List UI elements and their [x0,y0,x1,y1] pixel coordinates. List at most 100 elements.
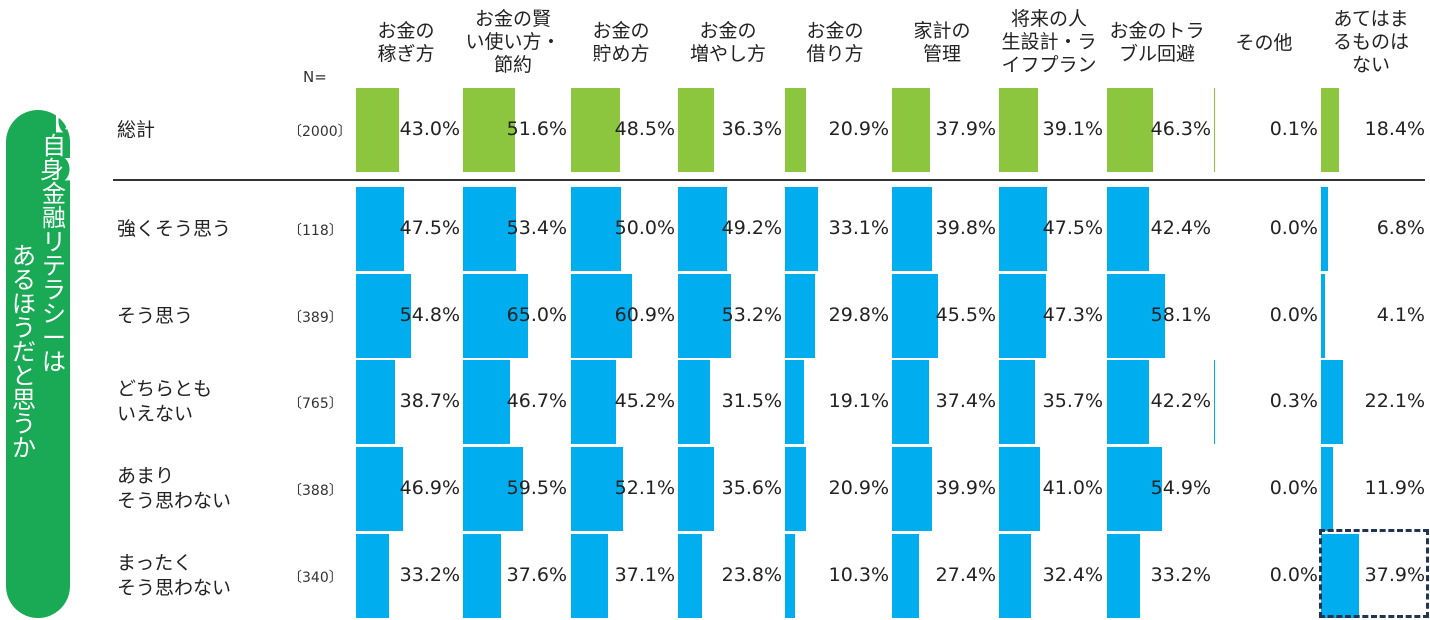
bar [356,534,390,618]
n-header: N= [303,68,327,86]
column-header: お金の 借り方 [806,20,864,65]
value-label: 20.9% [828,477,889,499]
value-label: 42.2% [1150,390,1211,412]
total-separator-line [113,179,1425,181]
value-label: 0.0% [1269,217,1318,239]
value-label: 31.5% [721,390,782,412]
value-label: 37.9% [935,118,996,140]
value-label: 53.2% [721,304,782,326]
value-label: 39.9% [935,477,996,499]
value-label: 11.9% [1364,477,1425,499]
row-n: 〔388〕 [288,483,343,499]
bar [999,360,1035,444]
column-header: お金の 増やし方 [689,20,766,65]
bar [1321,360,1344,444]
bar [678,274,732,358]
bar [356,88,399,172]
value-label: 32.4% [1042,564,1103,586]
bar [999,88,1039,172]
value-label: 23.8% [721,564,782,586]
bar [785,360,805,444]
bar [1321,534,1359,618]
bar [571,88,620,172]
bar [892,360,930,444]
bar [1321,274,1326,358]
row-label: そう思う [117,305,194,327]
bar [785,88,806,172]
value-label: 60.9% [614,304,675,326]
bar [785,447,806,531]
row-label: あまり そう思わない [117,465,232,512]
bar [1107,360,1150,444]
value-label: 51.6% [506,118,567,140]
value-label: 6.8% [1376,217,1425,239]
bar [1321,447,1333,531]
column-header: 将来の人 生設計・ラ イフプラン [1001,8,1097,76]
bar [463,187,517,271]
side-category-label: 【親自身】金融リテラシーは あるほうだと思うか [6,108,88,618]
bar [571,274,632,358]
value-label: 43.0% [399,118,460,140]
value-label: 18.4% [1364,118,1425,140]
value-label: 33.2% [1150,564,1211,586]
bar [1107,447,1162,531]
value-label: 20.9% [828,118,889,140]
value-label: 53.4% [506,217,567,239]
value-label: 0.0% [1269,477,1318,499]
value-label: 33.1% [828,217,889,239]
column-header: お金のトラ ブル回避 [1109,20,1205,65]
bar [1107,187,1150,271]
bar [678,88,715,172]
bar [678,534,702,618]
row-label: 総計 [117,119,156,141]
value-label: 0.0% [1269,564,1318,586]
value-label: 45.2% [614,390,675,412]
bar [678,447,714,531]
bar [999,274,1047,358]
bar [1107,88,1154,172]
value-label: 0.3% [1269,390,1318,412]
bar [999,447,1040,531]
bar [1107,274,1166,358]
bar [463,274,528,358]
bar [356,187,404,271]
bar [892,187,932,271]
value-label: 10.3% [828,564,889,586]
value-label: 41.0% [1042,477,1103,499]
row-n: 〔389〕 [288,310,343,326]
bar [571,360,617,444]
value-label: 29.8% [828,304,889,326]
bar [463,88,515,172]
column-header: あてはま るものは ない [1332,8,1409,76]
bar [678,187,728,271]
value-label: 39.8% [935,217,996,239]
value-label: 47.5% [1042,217,1103,239]
value-label: 59.5% [506,477,567,499]
row-label: まったく そう思わない [117,552,232,599]
value-label: 22.1% [1364,390,1425,412]
value-label: 48.5% [614,118,675,140]
bar [463,534,501,618]
row-label: どちらとも いえない [117,378,213,425]
value-label: 65.0% [506,304,567,326]
value-label: 0.0% [1269,304,1318,326]
value-label: 36.3% [721,118,782,140]
column-header: 家計の 管理 [913,20,971,65]
value-label: 37.1% [614,564,675,586]
bar [571,187,621,271]
bar [785,274,815,358]
value-label: 49.2% [721,217,782,239]
row-n: 〔118〕 [288,223,343,239]
value-label: 46.3% [1150,118,1211,140]
value-label: 37.6% [506,564,567,586]
bar [892,447,932,531]
row-n: 〔765〕 [288,396,343,412]
value-label: 27.4% [935,564,996,586]
value-label: 45.5% [935,304,996,326]
column-header: その他 [1235,32,1293,54]
bar [892,88,930,172]
bar [1107,534,1141,618]
side-label-line1: 【親自身】金融リテラシーは [40,108,88,376]
value-label: 0.1% [1269,118,1318,140]
